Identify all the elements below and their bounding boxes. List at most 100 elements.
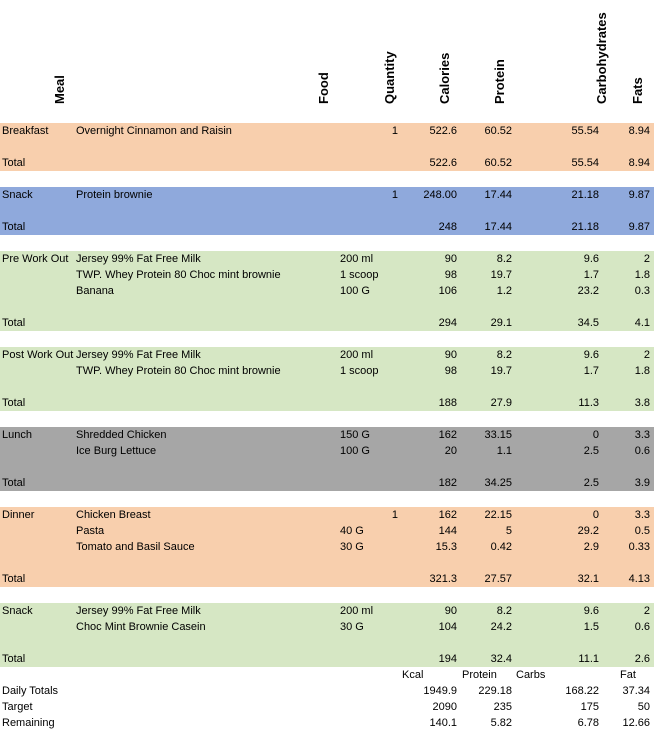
food-name: Ice Burg Lettuce — [76, 445, 157, 457]
quantity-text: 30 G — [340, 621, 364, 633]
quantity-text: 200 ml — [340, 253, 374, 265]
protein-value: 22.15 — [484, 509, 512, 521]
fats-value: 0.6 — [634, 445, 650, 457]
carbs-value: 9.6 — [583, 605, 599, 617]
total-label: Total — [2, 317, 26, 329]
header-food: Food — [316, 72, 331, 104]
fats-value: 2 — [643, 605, 650, 617]
protein-value: 8.2 — [496, 605, 512, 617]
protein-value: 17.44 — [484, 189, 512, 201]
carbs-value: 1.7 — [583, 365, 599, 377]
quantity-text: 100 G — [340, 445, 370, 457]
total-carbs: 11.1 — [578, 653, 599, 665]
calories-value: 98 — [444, 365, 457, 377]
food-name: Tomato and Basil Sauce — [76, 541, 195, 553]
summary-carbs-label: Carbs — [516, 669, 546, 681]
meal-name: Post Work Out — [2, 349, 74, 361]
total-calories: 194 — [438, 653, 457, 665]
fats-value: 0.5 — [634, 525, 650, 537]
food-name: Banana — [76, 285, 114, 297]
carbs-value: 9.6 — [583, 253, 599, 265]
blank-row — [0, 459, 654, 475]
total-label: Total — [2, 653, 26, 665]
column-header-row: Meal Food Quantity Calories Protein Carb… — [0, 0, 654, 115]
summary-protein: 235 — [493, 701, 512, 713]
carbs-value: 21.18 — [571, 189, 599, 201]
total-protein: 17.44 — [484, 221, 512, 233]
summary-carbs: 175 — [580, 701, 599, 713]
blank-row — [0, 203, 654, 219]
food-row: Breakfast Overnight Cinnamon and Raisin 1 5… — [0, 123, 654, 139]
protein-value: 8.2 — [496, 253, 512, 265]
summary-row: Target 2090 235 175 50 — [0, 699, 654, 715]
header-quantity: Quantity — [382, 51, 397, 104]
blank-row — [0, 139, 654, 155]
summary-carbs: 168.22 — [565, 685, 599, 697]
section-gap — [0, 171, 654, 187]
fats-value: 1.8 — [634, 365, 650, 377]
quantity-text: 200 ml — [340, 349, 374, 361]
food-name: Chicken Breast — [76, 509, 151, 521]
header-calories: Calories — [437, 52, 452, 104]
total-fats: 3.9 — [634, 477, 650, 489]
total-protein: 27.9 — [490, 397, 512, 409]
summary-calories: 1949.9 — [423, 685, 457, 697]
meal-name: Snack — [2, 189, 33, 201]
food-row: Pre Work Out Jersey 99% Fat Free Milk 200 … — [0, 251, 654, 267]
fats-value: 1.8 — [634, 269, 650, 281]
carbs-value: 29.2 — [577, 525, 599, 537]
fats-value: 8.94 — [628, 125, 650, 137]
total-fats: 8.94 — [628, 157, 650, 169]
food-name: Jersey 99% Fat Free Milk — [76, 253, 201, 265]
carbs-value: 55.54 — [571, 125, 599, 137]
protein-value: 8.2 — [496, 349, 512, 361]
total-protein: 32.4 — [490, 653, 512, 665]
total-carbs: 11.3 — [578, 397, 599, 409]
protein-value: 33.15 — [484, 429, 512, 441]
calories-value: 20 — [444, 445, 457, 457]
fats-value: 0.6 — [634, 621, 650, 633]
calories-value: 98 — [444, 269, 457, 281]
protein-value: 19.7 — [490, 365, 512, 377]
total-row: Total 321.3 27.57 32.1 4.13 — [0, 571, 654, 587]
food-name: Protein brownie — [76, 189, 153, 201]
carbs-value: 0 — [592, 509, 599, 521]
total-calories: 188 — [438, 397, 457, 409]
food-row: Banana 100 G 106 1.2 23.2 0.3 — [0, 283, 654, 299]
total-label: Total — [2, 573, 26, 585]
food-row: Lunch Shredded Chicken 150 G 162 33.15 0 3.3 — [0, 427, 654, 443]
food-row: Post Work Out Jersey 99% Fat Free Milk 200… — [0, 347, 654, 363]
protein-value: 60.52 — [484, 125, 512, 137]
total-row: Total 182 34.25 2.5 3.9 — [0, 475, 654, 491]
carbs-value: 1.7 — [583, 269, 599, 281]
blank-row — [0, 299, 654, 315]
food-row: TWP. Whey Protein 80 Choc mint brownie 1 … — [0, 363, 654, 379]
protein-value: 19.7 — [490, 269, 512, 281]
summary-protein-label: Protein — [462, 669, 497, 681]
calories-value: 144 — [438, 525, 457, 537]
header-meal: Meal — [52, 75, 67, 104]
total-label: Total — [2, 221, 26, 233]
summary-label: Remaining — [2, 717, 55, 729]
blank-row — [0, 555, 654, 571]
summary-label: Target — [2, 701, 33, 713]
food-row: Tomato and Basil Sauce 30 G 15.3 0.42 2.9 0.3… — [0, 539, 654, 555]
quantity-number: 1 — [391, 509, 398, 521]
section-gap — [0, 411, 654, 427]
total-label: Total — [2, 157, 26, 169]
food-row: Snack Protein brownie 1 248.00 17.44 21.18 9.8… — [0, 187, 654, 203]
header-protein: Protein — [492, 59, 507, 104]
summary-row: Daily Totals 1949.9 229.18 168.22 37.34 — [0, 683, 654, 699]
calories-value: 522.6 — [429, 125, 457, 137]
calories-value: 90 — [444, 605, 457, 617]
summary-label: Daily Totals — [2, 685, 59, 697]
food-name: Jersey 99% Fat Free Milk — [76, 349, 201, 361]
total-fats: 3.8 — [634, 397, 650, 409]
meal-name: Pre Work Out — [2, 253, 69, 265]
total-row: Total 522.6 60.52 55.54 8.94 — [0, 155, 654, 171]
fats-value: 2 — [643, 349, 650, 361]
total-label: Total — [2, 477, 26, 489]
food-row: Ice Burg Lettuce 100 G 20 1.1 2.5 0.6 — [0, 443, 654, 459]
quantity-text: 30 G — [340, 541, 364, 553]
total-label: Total — [2, 397, 26, 409]
